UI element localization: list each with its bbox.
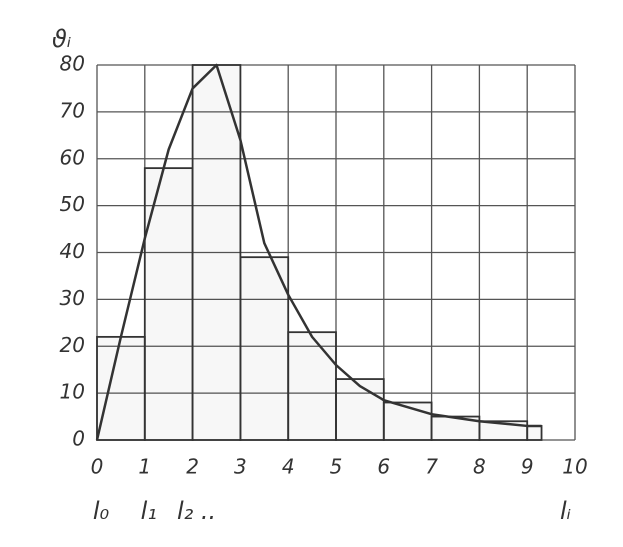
histogram-bar	[526, 425, 543, 441]
x-tick-label: 4	[282, 455, 295, 479]
interval-label: l₀	[93, 497, 110, 525]
y-tick-label: 70	[60, 98, 85, 122]
y-axis-label: ϑᵢ	[52, 25, 71, 53]
y-tick-label: 0	[72, 427, 85, 451]
y-tick-label: 30	[60, 286, 85, 310]
x-tick-label: 5	[330, 455, 343, 479]
y-tick-label: 40	[60, 239, 85, 263]
x-tick-label: 1	[138, 455, 151, 479]
x-axis-label: lᵢ	[560, 497, 571, 525]
histogram-bar	[239, 256, 290, 441]
x-tick-label: 7	[425, 455, 438, 479]
x-tick-label: 9	[521, 455, 534, 479]
histogram-bar	[287, 331, 337, 441]
x-tick-label: 2	[186, 455, 199, 479]
x-tick-label: 8	[473, 455, 486, 479]
histogram-bar	[96, 335, 146, 441]
interval-label: l₂ ..	[177, 497, 216, 525]
interval-label: l₁	[141, 497, 157, 525]
y-tick-label: 60	[60, 145, 85, 169]
y-tick-label: 20	[60, 333, 85, 357]
x-tick-label: 10	[562, 455, 587, 479]
density-curve	[95, 63, 542, 441]
x-tick-label: 0	[91, 455, 104, 479]
y-tick-label: 80	[60, 52, 85, 76]
y-tick-label: 50	[60, 192, 85, 216]
histogram-bar	[335, 378, 385, 441]
x-tick-label: 3	[234, 455, 247, 479]
y-tick-label: 10	[60, 380, 85, 404]
x-tick-label: 6	[377, 455, 390, 479]
